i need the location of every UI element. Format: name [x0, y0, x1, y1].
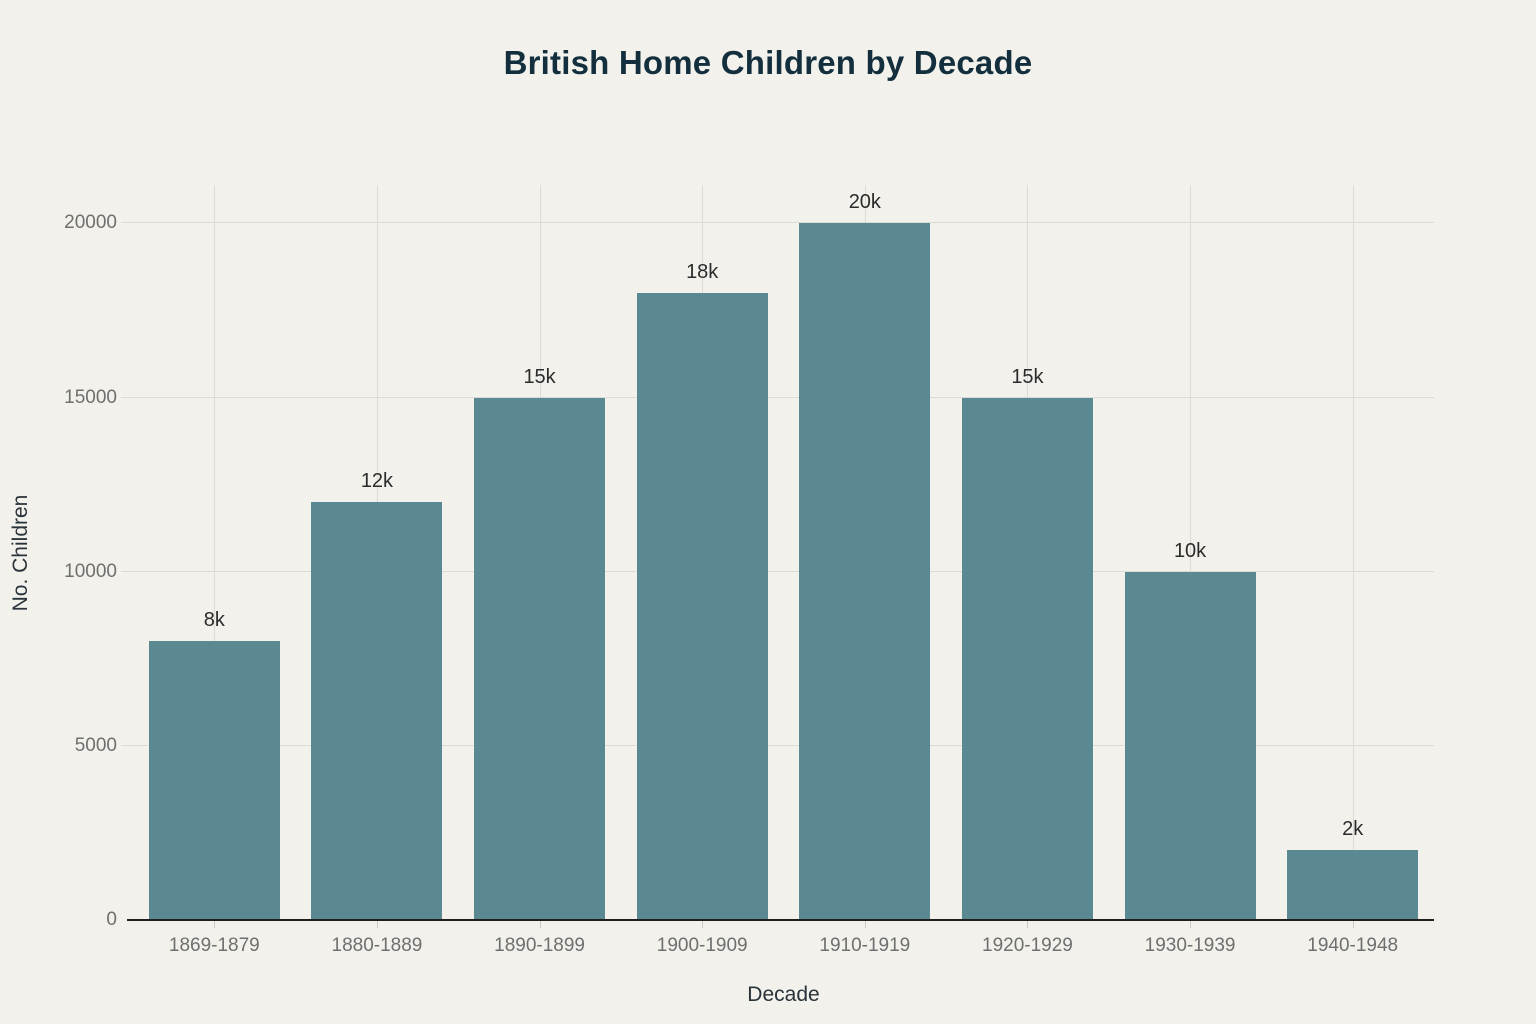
- x-tick-mark: [1027, 920, 1029, 928]
- x-tick-mark: [702, 920, 704, 928]
- bar-value-label: 15k: [523, 365, 556, 388]
- bar: [148, 641, 280, 920]
- x-tick-mark: [864, 920, 866, 928]
- x-tick-label: 1940-1948: [1307, 935, 1399, 956]
- bar: [474, 397, 606, 920]
- x-tick-mark: [214, 920, 216, 928]
- x-tick-label: 1920-1929: [982, 935, 1073, 956]
- x-tick-label: 1930-1939: [1144, 935, 1236, 956]
- x-axis-title: Decade: [747, 983, 820, 1006]
- x-gridline: [1352, 185, 1354, 920]
- y-gridline: [121, 570, 1434, 572]
- bar: [1287, 850, 1419, 920]
- x-tick-label: 1910-1919: [819, 935, 911, 956]
- y-gridline: [121, 396, 1434, 398]
- x-tick-mark: [539, 920, 541, 928]
- y-tick-label: 15000: [64, 386, 117, 408]
- bar-value-label: 15k: [1011, 365, 1044, 388]
- x-tick-mark: [1190, 920, 1192, 928]
- bar-value-label: 12k: [360, 470, 394, 492]
- x-tick-label: 1869-1879: [168, 935, 260, 956]
- y-tick-label: 0: [106, 909, 117, 930]
- bar-value-label: 2k: [1342, 818, 1364, 841]
- bar: [636, 293, 768, 920]
- bar: [1124, 571, 1256, 920]
- bar: [799, 223, 931, 920]
- x-axis-line: [127, 919, 1434, 921]
- bar-value-label: 10k: [1173, 539, 1207, 562]
- x-gridline: [214, 185, 216, 920]
- chart-title: British Home Children by Decade: [503, 44, 1033, 81]
- bar-value-label: 8k: [203, 609, 225, 632]
- x-tick-label: 1900-1909: [656, 935, 748, 956]
- bar: [311, 502, 443, 920]
- bar: [961, 397, 1093, 920]
- x-gridline: [1190, 185, 1192, 920]
- bar-value-label: 20k: [848, 191, 881, 214]
- x-tick-label: 1890-1899: [494, 935, 585, 956]
- y-axis-title: No. Children: [9, 494, 32, 612]
- y-gridline: [121, 222, 1434, 224]
- y-tick-label: 10000: [64, 560, 117, 582]
- y-tick-label: 5000: [74, 734, 117, 756]
- x-tick-mark: [376, 920, 378, 928]
- x-tick-mark: [1352, 920, 1354, 928]
- bar-value-label: 18k: [686, 261, 719, 283]
- y-gridline: [121, 744, 1434, 746]
- x-tick-label: 1880-1889: [331, 935, 423, 956]
- y-tick-label: 20000: [64, 212, 117, 234]
- plot-area: 0 5000 10000 15000 20000 8k 1869-1879 12k 1880-1…: [64, 185, 1434, 956]
